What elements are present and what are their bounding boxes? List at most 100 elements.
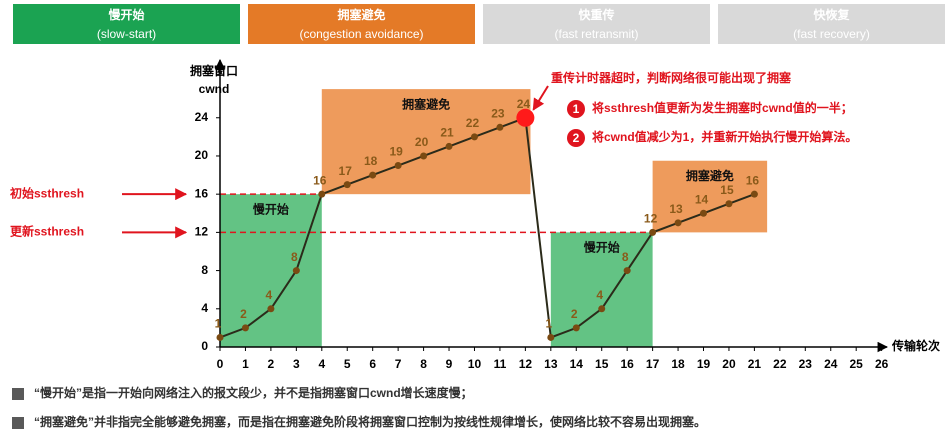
x-tick-label: 21	[748, 357, 762, 371]
data-point	[216, 333, 224, 341]
data-point	[445, 142, 453, 150]
x-tick-label: 14	[570, 357, 584, 371]
x-tick-label: 2	[268, 357, 275, 371]
x-tick-label: 26	[875, 357, 889, 371]
data-label: 24	[517, 97, 531, 111]
timeout-point	[516, 108, 535, 127]
y-tick-label: 8	[201, 263, 208, 277]
data-point	[292, 267, 300, 275]
y-axis-label: 拥塞窗口	[190, 63, 238, 78]
data-point	[649, 228, 657, 236]
x-tick-label: 10	[468, 357, 482, 371]
y-tick-label: 16	[195, 186, 209, 200]
x-tick-label: 11	[494, 357, 507, 371]
data-point	[547, 333, 555, 341]
data-label: 17	[339, 164, 353, 178]
phase-region	[321, 89, 531, 195]
x-tick-label: 24	[824, 357, 838, 371]
data-label: 22	[466, 116, 480, 130]
x-tick-label: 0	[217, 357, 224, 371]
x-tick-label: 7	[395, 357, 402, 371]
phase-title: 拥塞避免	[337, 7, 385, 22]
x-tick-label: 15	[595, 357, 609, 371]
phase-region	[550, 232, 653, 347]
phase-subtitle: (congestion avoidance)	[299, 27, 423, 41]
threshold-label: 初始ssthresh	[10, 185, 84, 200]
region-label: 拥塞避免	[686, 168, 734, 183]
region-label: 慢开始	[253, 201, 289, 216]
data-point	[700, 209, 708, 217]
x-tick-label: 22	[773, 357, 787, 371]
x-tick-label: 20	[722, 357, 736, 371]
y-axis-unit: cwnd	[199, 82, 230, 96]
phase-title: 快重传	[578, 7, 614, 22]
data-point	[394, 162, 402, 170]
step-text: 将cwnd值减少为1，并重新开始执行慢开始算法。	[592, 129, 857, 144]
region-label: 慢开始	[584, 240, 620, 255]
y-tick-label: 4	[201, 301, 208, 315]
phase-box	[248, 4, 475, 44]
data-label: 4	[266, 288, 273, 302]
data-label: 8	[622, 250, 629, 264]
data-point	[267, 305, 275, 313]
data-point	[420, 152, 428, 160]
data-point	[674, 219, 682, 227]
x-tick-label: 18	[671, 357, 685, 371]
x-tick-label: 3	[293, 357, 300, 371]
data-label: 1	[215, 317, 222, 331]
data-point	[318, 190, 326, 198]
phase-box	[483, 4, 710, 44]
data-label: 12	[644, 212, 658, 226]
data-label: 23	[491, 106, 505, 120]
data-point	[343, 181, 351, 189]
y-tick-label: 12	[195, 225, 209, 239]
note-text: “拥塞避免”并非指完全能够避免拥塞，而是指在拥塞避免阶段将拥塞窗口控制为按线性规…	[34, 414, 706, 429]
y-tick-label: 20	[195, 148, 209, 162]
x-axis-label: 传输轮次	[891, 338, 940, 353]
step-badge	[567, 129, 585, 147]
data-point	[725, 200, 733, 208]
phase-region	[220, 194, 322, 347]
x-tick-label: 4	[318, 357, 325, 371]
data-label: 21	[440, 126, 454, 140]
y-tick-label: 0	[201, 339, 208, 353]
data-label: 16	[746, 173, 760, 187]
note-text: “慢开始”是指一开始向网络注入的报文段少，并不是指拥塞窗口cwnd增长速度慢；	[34, 385, 473, 400]
x-tick-label: 1	[242, 357, 249, 371]
data-label: 2	[240, 307, 247, 321]
step-text: 将ssthresh值更新为发生拥塞时cwnd值的一半；	[592, 100, 853, 115]
y-tick-label: 24	[195, 110, 209, 124]
data-label: 20	[415, 135, 429, 149]
x-tick-label: 12	[519, 357, 533, 371]
phase-title: 快恢复	[813, 7, 850, 22]
data-point	[241, 324, 249, 332]
x-tick-label: 6	[369, 357, 376, 371]
x-tick-label: 8	[420, 357, 427, 371]
data-point	[623, 267, 631, 275]
x-tick-label: 23	[799, 357, 813, 371]
data-point	[496, 123, 504, 131]
cwnd-line	[219, 116, 755, 339]
data-label: 8	[291, 250, 298, 264]
phase-subtitle: (slow-start)	[97, 27, 156, 41]
timeout-text: 重传计时器超时，判断网络很可能出现了拥塞	[551, 70, 792, 85]
phase-box	[13, 4, 240, 44]
step-number: 2	[573, 131, 580, 145]
data-point	[470, 133, 478, 141]
timeout-arrow	[532, 85, 549, 111]
phase-subtitle: (fast recovery)	[793, 27, 870, 41]
x-tick-label: 13	[544, 357, 558, 371]
note-bullet	[12, 417, 24, 429]
data-label: 18	[364, 154, 378, 168]
x-tick-label: 19	[697, 357, 711, 371]
x-tick-label: 5	[344, 357, 351, 371]
x-tick-label: 17	[646, 357, 660, 371]
x-tick-label: 25	[850, 357, 864, 371]
region-label: 拥塞避免	[402, 96, 450, 111]
x-tick-label: 9	[446, 357, 453, 371]
step-badge	[567, 100, 585, 118]
phase-subtitle: (fast retransmit)	[554, 27, 638, 41]
data-point	[750, 190, 758, 198]
data-label: 14	[695, 192, 709, 206]
